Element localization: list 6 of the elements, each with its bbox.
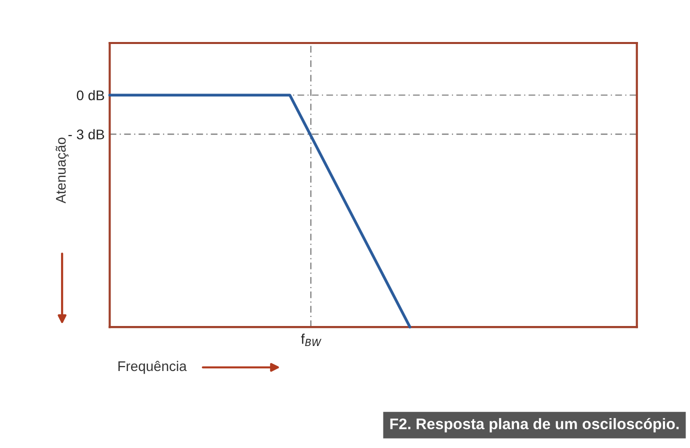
text: f$_{BW}$ bbox=[301, 334, 322, 346]
y-tick-label: - 3 dB bbox=[68, 129, 104, 140]
x-axis-title: Frequência bbox=[118, 360, 187, 374]
y-tick-label: 0 dB bbox=[76, 90, 104, 100]
text: F2. Resposta plana de um osciloscópio. bbox=[390, 418, 679, 432]
y-axis-title: Atenuação bbox=[56, 138, 69, 204]
